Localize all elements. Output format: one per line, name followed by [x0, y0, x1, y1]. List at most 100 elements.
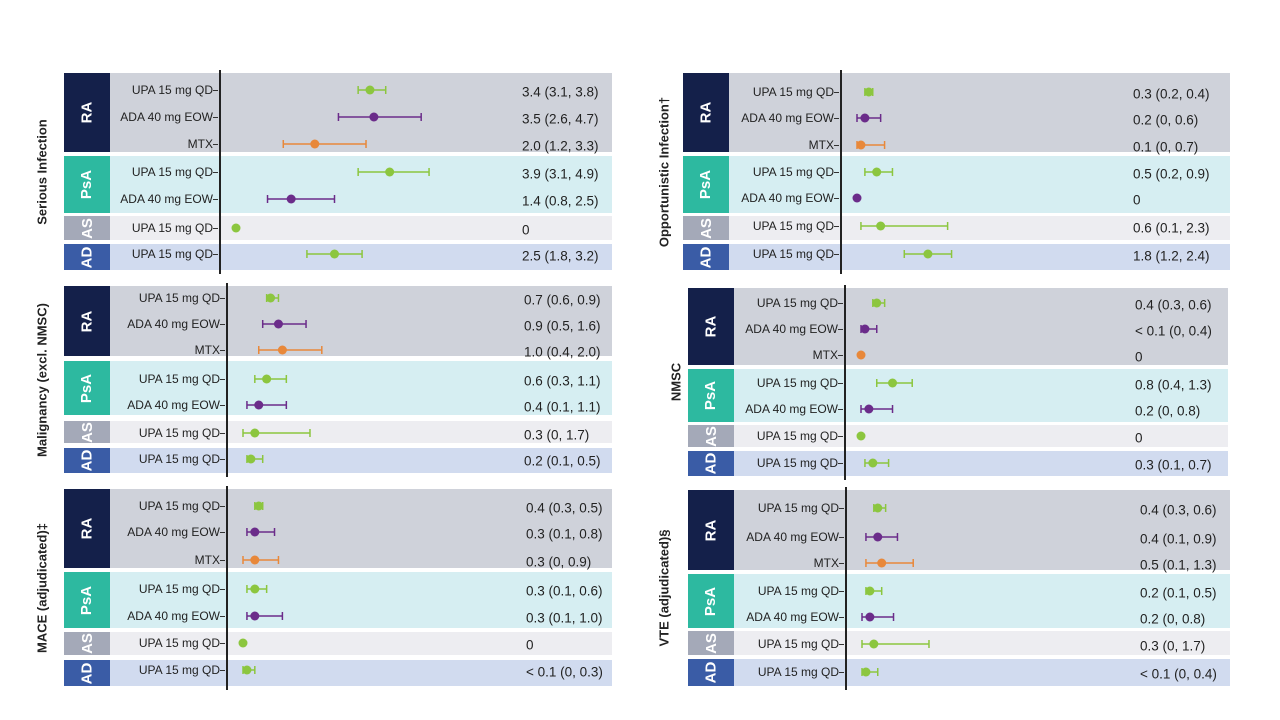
row-label: UPA 15 mg QD: [138, 426, 220, 440]
row-tick: [838, 329, 843, 330]
group-label-ad: AD: [683, 244, 729, 270]
row-tick: [839, 672, 844, 673]
row-tick: [839, 644, 844, 645]
value-label: 1.4 (0.8, 2.5): [522, 193, 599, 209]
point-estimate: [273, 319, 283, 329]
row-tick: [213, 199, 218, 200]
point-estimate: [865, 612, 875, 622]
row-label: UPA 15 mg QD: [138, 499, 220, 513]
panel-axis: [845, 487, 847, 690]
point-estimate: [254, 400, 264, 410]
point-estimate: [865, 586, 875, 596]
row-label: UPA 15 mg QD: [131, 165, 213, 179]
group-label-ra: RA: [64, 286, 110, 356]
value-label: 3.4 (3.1, 3.8): [522, 84, 599, 100]
point-estimate: [250, 584, 260, 594]
row-label: UPA 15 mg QD: [131, 83, 213, 97]
group-band-as: [64, 632, 612, 655]
row-tick: [213, 90, 218, 91]
row-tick: [220, 459, 225, 460]
point-estimate: [246, 454, 256, 464]
row-tick: [838, 436, 843, 437]
point-estimate: [238, 638, 248, 648]
group-band-as: [688, 631, 1230, 655]
row-tick: [220, 379, 225, 380]
value-label: 0.3 (0.1, 0.7): [1135, 457, 1212, 473]
row-tick: [839, 508, 844, 509]
group-label-psa: PsA: [688, 369, 734, 422]
group-label-as: AS: [683, 216, 729, 240]
group-band-ra: [688, 288, 1228, 365]
point-estimate: [262, 374, 272, 384]
value-label: 1.0 (0.4, 2.0): [524, 344, 601, 360]
row-tick: [834, 172, 839, 173]
group-band-as: [64, 421, 612, 443]
point-estimate: [869, 639, 879, 649]
value-label: 0.3 (0, 1.7): [524, 427, 590, 443]
row-label: UPA 15 mg QD: [756, 456, 838, 470]
value-label: 1.8 (1.2, 2.4): [1133, 248, 1210, 264]
row-tick: [839, 563, 844, 564]
row-label: UPA 15 mg QD: [752, 247, 834, 261]
value-label: 0.3 (0.1, 1.0): [526, 610, 603, 626]
row-tick: [838, 409, 843, 410]
value-label: < 0.1 (0, 0.4): [1135, 323, 1212, 339]
value-label: 0.5 (0.2, 0.9): [1133, 166, 1210, 182]
point-estimate: [873, 503, 883, 513]
row-tick: [220, 350, 225, 351]
group-band-ad: [64, 448, 612, 473]
row-label: ADA 40 mg EOW: [741, 111, 834, 125]
group-label-as: AS: [688, 631, 734, 655]
point-estimate: [923, 249, 933, 259]
point-estimate: [852, 193, 862, 203]
row-tick: [220, 324, 225, 325]
value-label: 0: [1135, 349, 1143, 365]
point-estimate: [365, 85, 375, 95]
value-label: 0.6 (0.3, 1.1): [524, 373, 601, 389]
point-estimate: [868, 458, 878, 468]
group-label-ra: RA: [688, 288, 734, 365]
group-band-ra: [64, 489, 612, 568]
value-label: 0.2 (0.1, 0.5): [1140, 585, 1217, 601]
group-label-as: AS: [64, 421, 110, 443]
row-label: ADA 40 mg EOW: [120, 110, 213, 124]
value-label: 0.6 (0.1, 2.3): [1133, 220, 1210, 236]
point-estimate: [266, 293, 276, 303]
point-estimate: [888, 378, 898, 388]
row-label: ADA 40 mg EOW: [127, 525, 220, 539]
row-tick: [839, 537, 844, 538]
group-label-as: AS: [64, 632, 110, 655]
row-tick: [220, 589, 225, 590]
point-estimate: [864, 404, 874, 414]
row-tick: [220, 532, 225, 533]
panel-axis: [219, 70, 221, 274]
row-tick: [213, 228, 218, 229]
row-label: MTX: [187, 137, 213, 151]
group-label-as: AS: [688, 425, 734, 447]
point-estimate: [860, 324, 870, 334]
row-label: UPA 15 mg QD: [757, 637, 839, 651]
point-estimate: [242, 665, 252, 675]
row-label: UPA 15 mg QD: [138, 452, 220, 466]
row-tick: [220, 560, 225, 561]
point-estimate: [856, 350, 866, 360]
value-label: 0.3 (0, 1.7): [1140, 638, 1206, 654]
value-label: 0.2 (0, 0.8): [1140, 611, 1206, 627]
row-tick: [838, 303, 843, 304]
group-label-ra: RA: [64, 73, 110, 152]
value-label: < 0.1 (0, 0.4): [1140, 666, 1217, 682]
point-estimate: [876, 221, 886, 231]
point-estimate: [231, 223, 241, 233]
point-estimate: [254, 501, 264, 511]
value-label: 2.5 (1.8, 3.2): [522, 248, 599, 264]
group-label-psa: PsA: [683, 156, 729, 213]
row-label: ADA 40 mg EOW: [745, 402, 838, 416]
row-tick: [834, 118, 839, 119]
point-estimate: [250, 611, 260, 621]
row-label: UPA 15 mg QD: [752, 85, 834, 99]
group-band-ra: [688, 490, 1230, 570]
value-label: 0.2 (0.1, 0.5): [524, 453, 601, 469]
value-label: 3.5 (2.6, 4.7): [522, 111, 599, 127]
